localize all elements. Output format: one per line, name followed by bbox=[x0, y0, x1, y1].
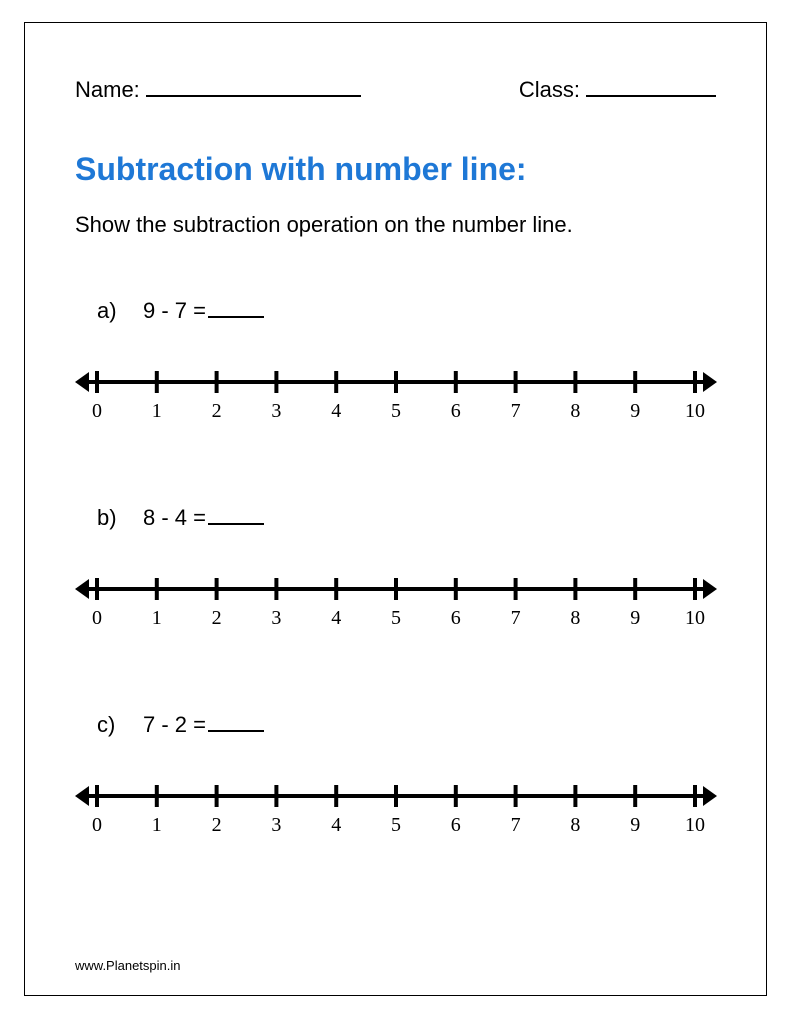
answer-blank[interactable] bbox=[208, 710, 264, 732]
class-label: Class: bbox=[519, 77, 580, 103]
number-line: 0 1 2 3 4 5 6 7 8 9 10 bbox=[75, 776, 717, 840]
problem: a)9 - 7 = 0 1 2 3 4 5 6 7 8 9 10 bbox=[75, 296, 716, 431]
tick-label: 7 bbox=[511, 400, 521, 422]
tick-label: 7 bbox=[511, 607, 521, 629]
tick-label: 6 bbox=[451, 607, 461, 629]
tick-label: 8 bbox=[570, 814, 580, 836]
worksheet-page: Name: Class: Subtraction with number lin… bbox=[24, 22, 767, 996]
tick-label: 8 bbox=[570, 607, 580, 629]
problem-text: c)7 - 2 = bbox=[97, 710, 716, 738]
name-label: Name: bbox=[75, 77, 140, 103]
tick-label: 5 bbox=[391, 607, 401, 629]
problem-expression: 7 - 2 = bbox=[143, 712, 206, 737]
tick-label: 4 bbox=[331, 400, 341, 422]
tick-label: 5 bbox=[391, 814, 401, 836]
tick-label: 3 bbox=[271, 814, 281, 836]
name-field: Name: bbox=[75, 73, 361, 103]
tick-label: 1 bbox=[152, 814, 162, 836]
tick-label: 3 bbox=[271, 607, 281, 629]
tick-label: 1 bbox=[152, 607, 162, 629]
tick-label: 10 bbox=[685, 607, 705, 629]
tick-label: 10 bbox=[685, 400, 705, 422]
problem-expression: 8 - 4 = bbox=[143, 505, 206, 530]
problem-label: b) bbox=[97, 505, 143, 531]
tick-label: 2 bbox=[212, 400, 222, 422]
tick-label: 6 bbox=[451, 400, 461, 422]
tick-label: 4 bbox=[331, 607, 341, 629]
number-line-wrap: 0 1 2 3 4 5 6 7 8 9 10 bbox=[75, 569, 716, 638]
tick-label: 9 bbox=[630, 400, 640, 422]
header-row: Name: Class: bbox=[75, 73, 716, 103]
answer-blank[interactable] bbox=[208, 503, 264, 525]
number-line: 0 1 2 3 4 5 6 7 8 9 10 bbox=[75, 569, 717, 633]
name-blank[interactable] bbox=[146, 73, 361, 97]
tick-label: 10 bbox=[685, 814, 705, 836]
class-field: Class: bbox=[519, 73, 716, 103]
tick-label: 0 bbox=[92, 400, 102, 422]
tick-label: 6 bbox=[451, 814, 461, 836]
problem: c)7 - 2 = 0 1 2 3 4 5 6 7 8 9 10 bbox=[75, 710, 716, 845]
tick-label: 2 bbox=[212, 814, 222, 836]
tick-label: 0 bbox=[92, 607, 102, 629]
footer-text: www.Planetspin.in bbox=[75, 958, 181, 973]
number-line-wrap: 0 1 2 3 4 5 6 7 8 9 10 bbox=[75, 362, 716, 431]
problem: b)8 - 4 = 0 1 2 3 4 5 6 7 8 9 10 bbox=[75, 503, 716, 638]
tick-label: 4 bbox=[331, 814, 341, 836]
problem-expression: 9 - 7 = bbox=[143, 298, 206, 323]
class-blank[interactable] bbox=[586, 73, 716, 97]
number-line: 0 1 2 3 4 5 6 7 8 9 10 bbox=[75, 362, 717, 426]
problem-text: b)8 - 4 = bbox=[97, 503, 716, 531]
problem-text: a)9 - 7 = bbox=[97, 296, 716, 324]
problem-label: a) bbox=[97, 298, 143, 324]
worksheet-title: Subtraction with number line: bbox=[75, 151, 716, 188]
tick-label: 1 bbox=[152, 400, 162, 422]
tick-label: 0 bbox=[92, 814, 102, 836]
tick-label: 8 bbox=[570, 400, 580, 422]
number-line-wrap: 0 1 2 3 4 5 6 7 8 9 10 bbox=[75, 776, 716, 845]
problem-label: c) bbox=[97, 712, 143, 738]
tick-label: 7 bbox=[511, 814, 521, 836]
problems-container: a)9 - 7 =012345678910b)8 - 4 =0123456789… bbox=[75, 296, 716, 845]
tick-label: 5 bbox=[391, 400, 401, 422]
tick-label: 3 bbox=[271, 400, 281, 422]
answer-blank[interactable] bbox=[208, 296, 264, 318]
instructions-text: Show the subtraction operation on the nu… bbox=[75, 212, 716, 238]
tick-label: 9 bbox=[630, 814, 640, 836]
tick-label: 2 bbox=[212, 607, 222, 629]
tick-label: 9 bbox=[630, 607, 640, 629]
